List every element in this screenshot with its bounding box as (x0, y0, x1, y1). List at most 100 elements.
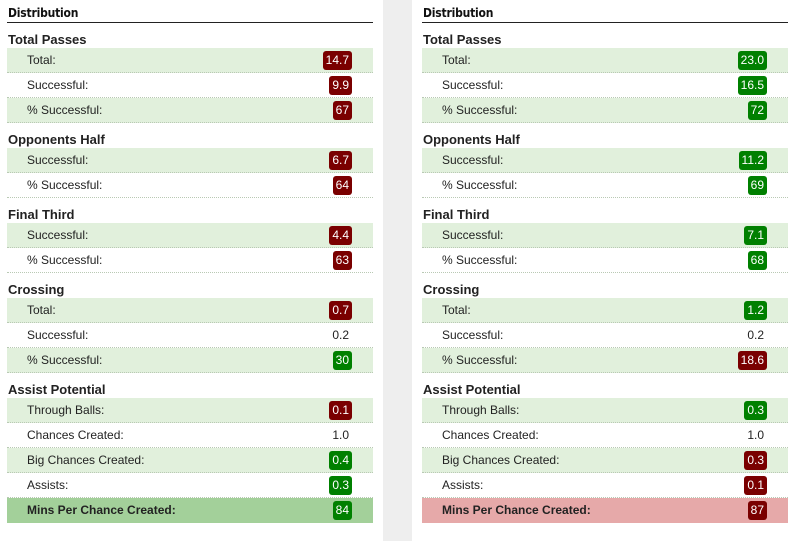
stat-row: Successful: 0.2 (7, 323, 373, 348)
panel-title: Distribution (7, 0, 373, 23)
section-title-crossing: Crossing (423, 282, 480, 297)
stat-label: Through Balls: (442, 403, 520, 417)
stat-row: Successful: 0.2 (422, 323, 788, 348)
right-player-panel: Distribution Total Passes Total: 23.0 Suc… (422, 0, 788, 523)
stat-value-badge: 18.6 (737, 351, 767, 370)
stat-value-badge: 0.1 (329, 401, 352, 420)
stat-row: % Successful: 72 (422, 98, 788, 123)
stat-value-badge: 0.3 (744, 451, 767, 470)
stat-value-badge: 11.2 (738, 151, 767, 170)
stat-label: % Successful: (27, 353, 103, 367)
panel-title: Distribution (422, 0, 788, 23)
stat-row: % Successful: 68 (422, 248, 788, 273)
stat-value-badge: 67 (332, 101, 352, 120)
stat-label: Through Balls: (27, 403, 105, 417)
section-title-final-third: Final Third (423, 207, 490, 222)
stat-value-badge: 0.4 (329, 451, 352, 470)
stat-row: Big Chances Created: 0.3 (422, 448, 788, 473)
stat-value-badge: 68 (747, 251, 767, 270)
stat-row: % Successful: 18.6 (422, 348, 788, 373)
stat-value-badge: 30 (332, 351, 352, 370)
summary-row: Mins Per Chance Created: 84 (7, 498, 373, 523)
stat-row: Assists: 0.1 (422, 473, 788, 498)
stat-value-badge: 63 (332, 251, 352, 270)
stat-label: % Successful: (27, 253, 103, 267)
stat-value-badge: 84 (332, 501, 352, 520)
panel-divider (383, 0, 412, 541)
stat-label: % Successful: (442, 253, 518, 267)
stat-value-badge: 69 (747, 176, 767, 195)
stat-label: Successful: (442, 228, 504, 242)
stat-label: Successful: (27, 228, 89, 242)
section-title-final-third: Final Third (8, 207, 75, 222)
stat-label: Total: (27, 303, 56, 317)
stat-row: % Successful: 30 (7, 348, 373, 373)
stat-value-badge: 1.2 (744, 301, 767, 320)
stat-row: Total: 1.2 (422, 298, 788, 323)
stat-label: Assists: (442, 478, 484, 492)
stat-value-badge: 0.7 (329, 301, 352, 320)
stat-value-badge: 9.9 (329, 76, 352, 95)
stat-value: 1.0 (332, 428, 349, 442)
stat-value-badge: 0.3 (329, 476, 352, 495)
stat-row: Through Balls: 0.3 (422, 398, 788, 423)
stat-value: 0.2 (332, 328, 349, 342)
stat-row: % Successful: 64 (7, 173, 373, 198)
stat-value: 0.2 (747, 328, 764, 342)
stat-value-badge: 23.0 (737, 51, 767, 70)
stat-row: Total: 0.7 (7, 298, 373, 323)
stat-row: % Successful: 67 (7, 98, 373, 123)
stat-label: Big Chances Created: (27, 453, 145, 467)
stat-label: Successful: (442, 78, 504, 92)
stat-row: Chances Created: 1.0 (7, 423, 373, 448)
stat-value: 1.0 (747, 428, 764, 442)
stat-value-badge: 64 (332, 176, 352, 195)
stat-value-badge: 14.7 (322, 51, 352, 70)
stat-label: Big Chances Created: (442, 453, 560, 467)
stat-row: Successful: 4.4 (7, 223, 373, 248)
stat-label: Successful: (27, 78, 89, 92)
section-title-total-passes: Total Passes (423, 32, 502, 47)
stat-label: Total: (27, 53, 56, 67)
section-title-assist-potential: Assist Potential (8, 382, 106, 397)
stat-value-badge: 16.5 (737, 76, 767, 95)
stat-row: Successful: 16.5 (422, 73, 788, 98)
stat-label: % Successful: (27, 103, 103, 117)
stat-row: Big Chances Created: 0.4 (7, 448, 373, 473)
section-title-total-passes: Total Passes (8, 32, 87, 47)
stat-label: Successful: (442, 328, 504, 342)
stat-label: Mins Per Chance Created: (442, 503, 591, 517)
stat-label: Successful: (27, 328, 89, 342)
stat-label: Assists: (27, 478, 69, 492)
stat-row: % Successful: 69 (422, 173, 788, 198)
section-title-opponents-half: Opponents Half (8, 132, 105, 147)
stat-row: Successful: 6.7 (7, 148, 373, 173)
stat-row: Chances Created: 1.0 (422, 423, 788, 448)
stat-value-badge: 0.3 (744, 401, 767, 420)
left-player-panel: Distribution Total Passes Total: 14.7 Suc… (7, 0, 373, 523)
stat-label: Successful: (27, 153, 89, 167)
stat-label: % Successful: (442, 103, 518, 117)
summary-row: Mins Per Chance Created: 87 (422, 498, 788, 523)
stat-value-badge: 0.1 (744, 476, 767, 495)
stat-row: Assists: 0.3 (7, 473, 373, 498)
stat-value-badge: 6.7 (329, 151, 352, 170)
section-title-opponents-half: Opponents Half (423, 132, 520, 147)
stat-row: Total: 14.7 (7, 48, 373, 73)
stat-label: % Successful: (442, 178, 518, 192)
stat-value-badge: 72 (747, 101, 767, 120)
stat-label: Successful: (442, 153, 504, 167)
stat-label: % Successful: (27, 178, 103, 192)
stat-label: Chances Created: (27, 428, 124, 442)
stat-row: Successful: 7.1 (422, 223, 788, 248)
stat-label: % Successful: (442, 353, 518, 367)
stat-row: % Successful: 63 (7, 248, 373, 273)
section-title-crossing: Crossing (8, 282, 65, 297)
stat-row: Total: 23.0 (422, 48, 788, 73)
stat-row: Successful: 9.9 (7, 73, 373, 98)
stat-label: Mins Per Chance Created: (27, 503, 176, 517)
stat-row: Through Balls: 0.1 (7, 398, 373, 423)
stat-value-badge: 87 (747, 501, 767, 520)
stat-row: Successful: 11.2 (422, 148, 788, 173)
stat-value-badge: 4.4 (329, 226, 352, 245)
